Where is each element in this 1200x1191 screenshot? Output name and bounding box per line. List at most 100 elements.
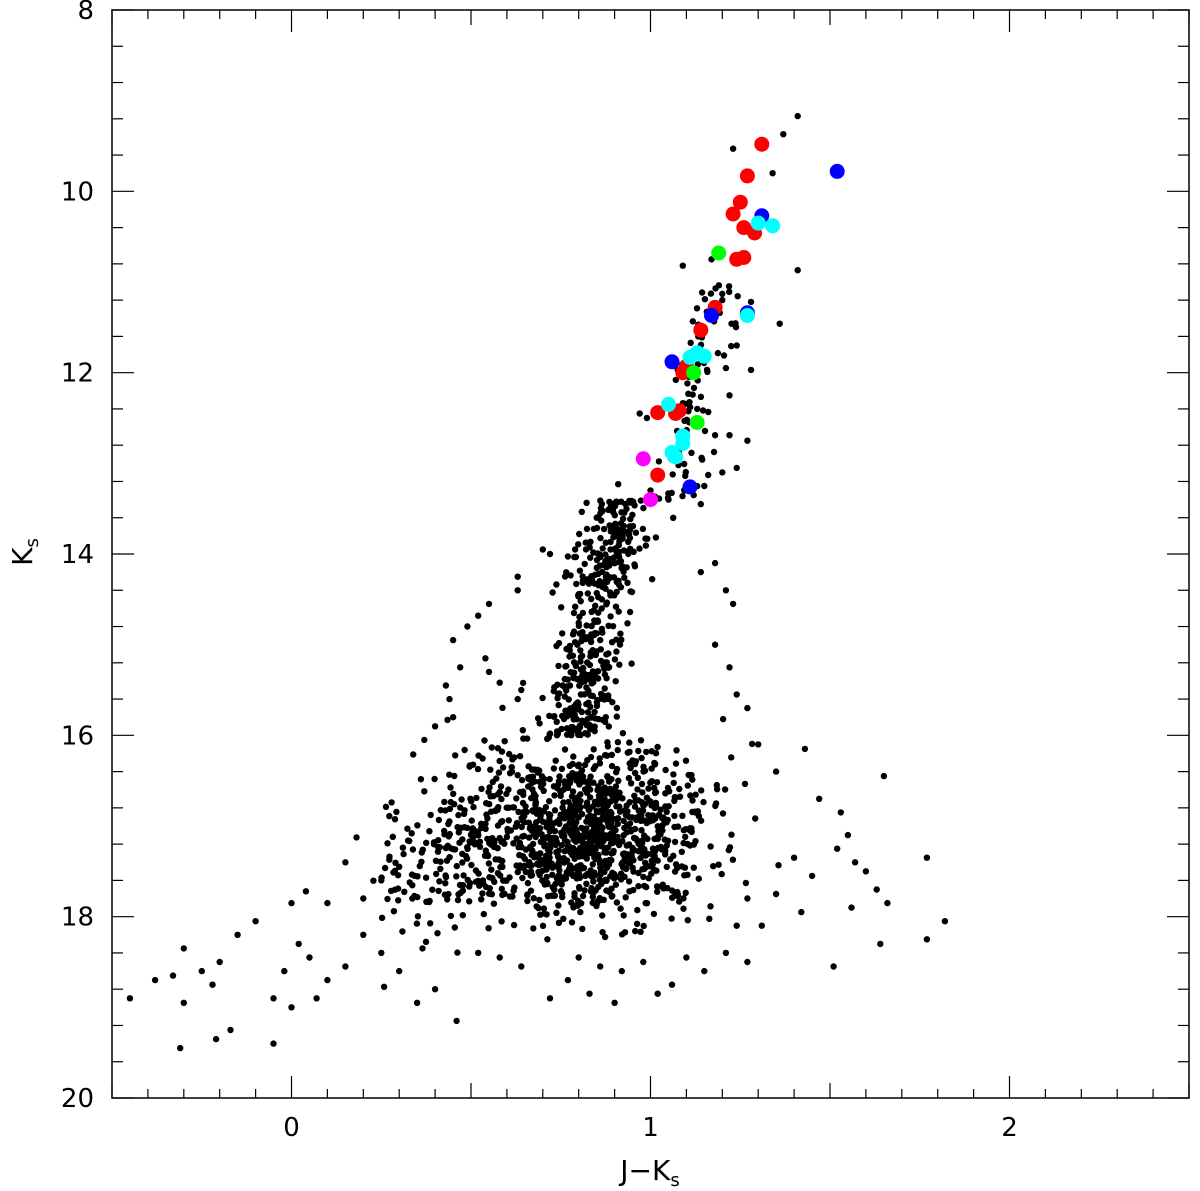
scatter-point — [564, 976, 572, 984]
scatter-point — [536, 825, 544, 832]
scatter-point — [491, 878, 498, 886]
scatter-point — [692, 838, 699, 845]
scatter-point — [458, 796, 465, 803]
scatter-point — [597, 534, 604, 542]
scatter-point — [386, 812, 393, 820]
scatter-point — [603, 559, 611, 566]
scatter-point — [873, 886, 880, 893]
scatter-point — [451, 924, 458, 931]
scatter-point — [728, 831, 735, 838]
scatter-point — [603, 659, 610, 666]
highlighted-star — [643, 492, 658, 508]
scatter-point — [697, 500, 704, 508]
scatter-point — [468, 798, 475, 805]
scatter-point — [586, 990, 593, 997]
scatter-point — [381, 864, 389, 872]
scatter-point — [692, 791, 699, 798]
scatter-point — [588, 595, 595, 603]
scatter-point — [571, 553, 578, 561]
scatter-point — [651, 761, 659, 768]
scatter-point — [643, 414, 651, 422]
scatter-point — [636, 410, 643, 417]
highlighted-star — [829, 163, 845, 179]
scatter-point — [593, 630, 600, 637]
scatter-point — [923, 854, 931, 861]
scatter-point — [710, 863, 717, 870]
scatter-point — [632, 797, 639, 804]
scatter-point — [581, 887, 588, 894]
scatter-point — [421, 736, 428, 744]
scatter-point — [605, 811, 613, 818]
scatter-point — [715, 861, 722, 868]
scatter-point — [722, 364, 730, 372]
scatter-point — [575, 870, 583, 877]
y-tick-label: 18 — [61, 903, 94, 933]
scatter-point — [575, 804, 582, 811]
scatter-point — [631, 846, 638, 854]
scatter-point — [499, 863, 506, 870]
scatter-point — [544, 893, 552, 900]
scatter-point — [605, 650, 612, 657]
scatter-point — [679, 492, 686, 500]
highlighted-star — [725, 206, 741, 222]
scatter-point — [485, 788, 492, 796]
scatter-point — [625, 774, 633, 782]
scatter-point — [487, 835, 494, 843]
scatter-point — [469, 834, 477, 841]
scatter-point — [615, 481, 622, 488]
scatter-point — [884, 899, 891, 907]
scatter-point — [460, 872, 467, 879]
scatter-point — [625, 550, 632, 558]
scatter-point — [604, 739, 611, 746]
scatter-point — [607, 830, 615, 837]
scatter-point — [544, 735, 551, 743]
axis-ticks — [111, 9, 1190, 1099]
scatter-point — [534, 769, 542, 776]
scatter-point — [579, 678, 586, 686]
scatter-point — [583, 825, 590, 832]
scatter-point — [626, 748, 633, 755]
scatter-point — [690, 384, 698, 392]
highlighted-star — [664, 354, 680, 370]
scatter-point — [628, 853, 635, 860]
scatter-point — [635, 747, 642, 755]
scatter-point — [588, 631, 595, 638]
scatter-point — [620, 547, 628, 554]
scatter-point — [655, 458, 663, 465]
scatter-point — [584, 786, 592, 793]
scatter-point — [589, 861, 596, 868]
scatter-point — [673, 747, 680, 754]
scatter-point — [653, 779, 661, 786]
scatter-point — [536, 896, 543, 904]
scatter-point — [695, 812, 703, 820]
scatter-point — [578, 776, 585, 783]
scatter-point — [602, 790, 610, 797]
scatter-point — [671, 868, 679, 875]
highlighted-star — [635, 451, 651, 467]
scatter-point — [627, 588, 634, 595]
y-tick-label: 20 — [61, 1084, 94, 1114]
scatter-point — [488, 866, 495, 873]
scatter-point — [594, 668, 602, 675]
scatter-point — [574, 725, 581, 732]
scatter-point — [613, 803, 620, 810]
scatter-point — [726, 392, 733, 399]
scatter-point — [516, 851, 523, 859]
scatter-point — [549, 864, 556, 871]
scatter-point — [442, 682, 450, 689]
scatter-point — [621, 574, 628, 581]
scatter-point — [726, 844, 734, 851]
scatter-point — [485, 600, 493, 608]
scatter-point — [573, 675, 581, 683]
scatter-point — [599, 716, 606, 724]
scatter-point — [557, 792, 564, 800]
scatter-point — [570, 753, 577, 760]
scatter-point — [414, 822, 421, 829]
scatter-point — [447, 912, 455, 920]
scatter-point — [596, 860, 604, 867]
scatter-point — [728, 342, 735, 350]
scatter-point — [599, 568, 606, 576]
scatter-point — [234, 931, 241, 938]
scatter-point — [567, 708, 574, 716]
scatter-point — [592, 651, 599, 659]
